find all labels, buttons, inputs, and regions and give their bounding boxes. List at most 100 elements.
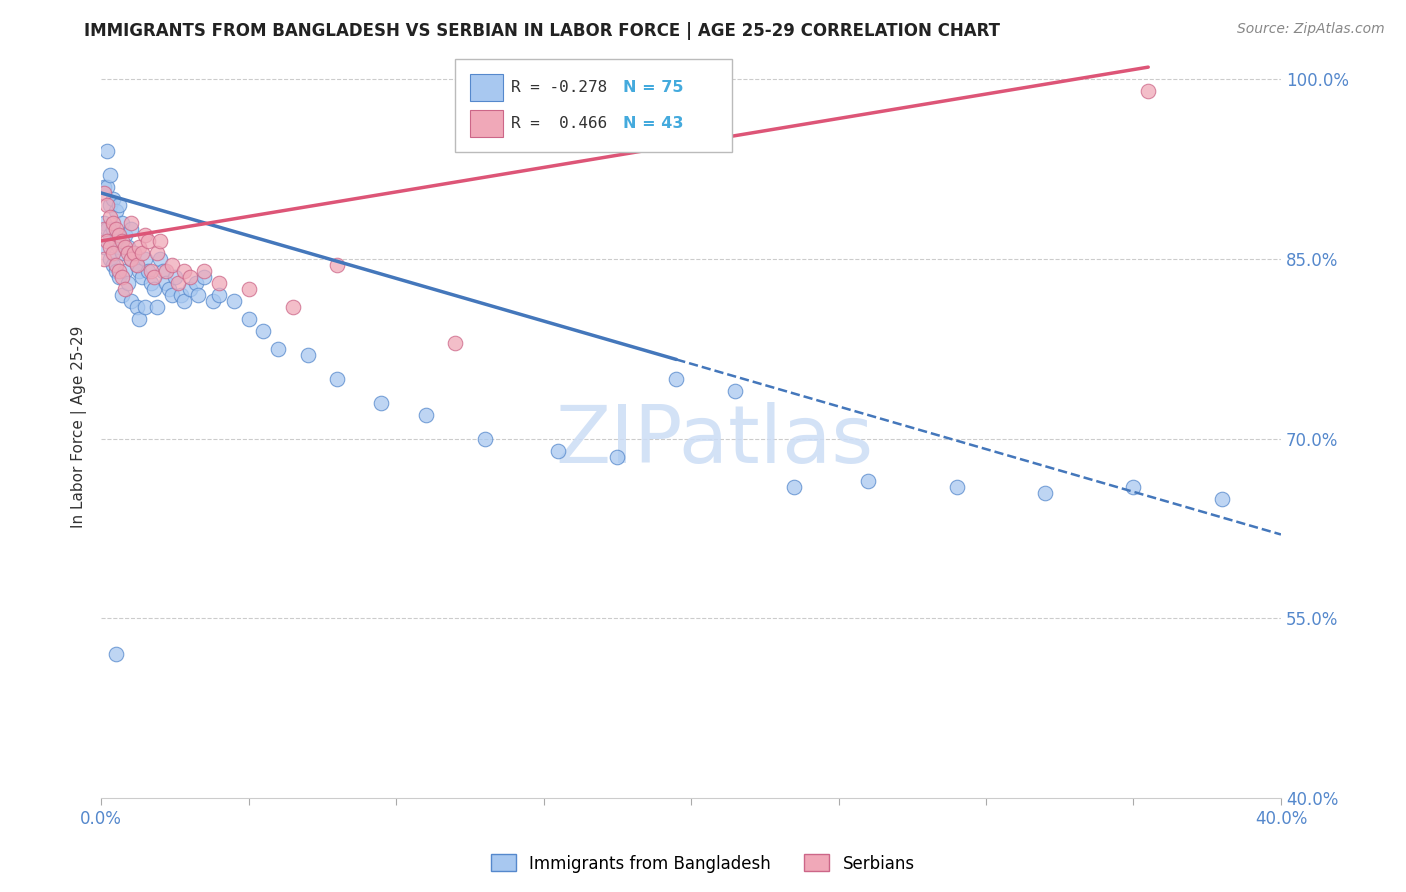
Point [131,269,153,284]
Point [202,293,225,308]
Point [111,245,134,260]
Point [114,240,136,254]
Point [98,210,121,224]
Point [1033,485,1056,500]
Point [125,300,148,314]
Text: N = 43: N = 43 [623,116,683,131]
Point [104,648,127,662]
Point [149,234,172,248]
Point [155,276,177,290]
Point [122,245,145,260]
Bar [471,110,503,136]
Point [111,269,134,284]
Point [93,252,115,266]
Point [101,222,124,236]
Point [208,288,231,302]
Point [238,311,260,326]
Point [173,264,195,278]
Point [98,168,121,182]
Point [547,443,569,458]
Point [96,180,118,194]
Point [128,311,150,326]
Point [128,240,150,254]
Point [170,288,193,302]
Point [134,300,156,314]
Point [267,342,290,356]
Point [163,269,186,284]
Point [136,264,159,278]
Point [370,395,392,409]
Point [193,269,215,284]
Point [104,222,127,236]
Point [474,432,496,446]
Point [193,264,215,278]
Point [252,324,274,338]
Point [160,258,183,272]
Point [184,276,207,290]
Point [166,276,188,290]
Point [120,222,142,236]
Point [104,264,127,278]
Point [114,282,136,296]
Point [155,264,177,278]
Text: R = -0.278: R = -0.278 [510,80,607,95]
Point [1211,491,1233,506]
Point [120,252,142,266]
Point [125,258,148,272]
Point [96,234,118,248]
Point [131,245,153,260]
Point [281,300,304,314]
Legend: Immigrants from Bangladesh, Serbians: Immigrants from Bangladesh, Serbians [485,847,921,880]
Point [114,264,136,278]
Point [146,245,169,260]
Point [101,216,124,230]
Point [120,293,142,308]
Point [108,198,131,212]
Point [93,180,115,194]
Point [104,258,127,272]
Point [98,240,121,254]
Point [120,216,142,230]
Point [1137,84,1160,98]
Point [111,216,134,230]
Point [117,240,139,254]
Point [136,234,159,248]
Point [117,245,139,260]
FancyBboxPatch shape [456,59,733,152]
Point [856,474,879,488]
Point [179,282,201,296]
Point [122,245,145,260]
Point [93,222,115,236]
Point [606,450,628,464]
Point [96,198,118,212]
Point [111,234,134,248]
Point [179,269,201,284]
Point [415,408,437,422]
Point [108,240,131,254]
Point [128,264,150,278]
Point [125,258,148,272]
Point [111,288,134,302]
Point [108,227,131,242]
Point [101,245,124,260]
Point [143,269,166,284]
Point [297,348,319,362]
Point [134,227,156,242]
Text: Source: ZipAtlas.com: Source: ZipAtlas.com [1237,22,1385,37]
Point [187,288,209,302]
Point [326,372,349,386]
Y-axis label: In Labor Force | Age 25-29: In Labor Force | Age 25-29 [72,326,87,528]
Point [444,335,467,350]
Point [104,234,127,248]
Point [208,276,231,290]
Point [96,144,118,158]
Point [238,282,260,296]
Point [117,276,139,290]
Point [93,216,115,230]
Point [134,252,156,266]
Text: N = 75: N = 75 [623,80,683,95]
Point [101,258,124,272]
Point [173,293,195,308]
Point [101,192,124,206]
Point [1122,479,1144,493]
